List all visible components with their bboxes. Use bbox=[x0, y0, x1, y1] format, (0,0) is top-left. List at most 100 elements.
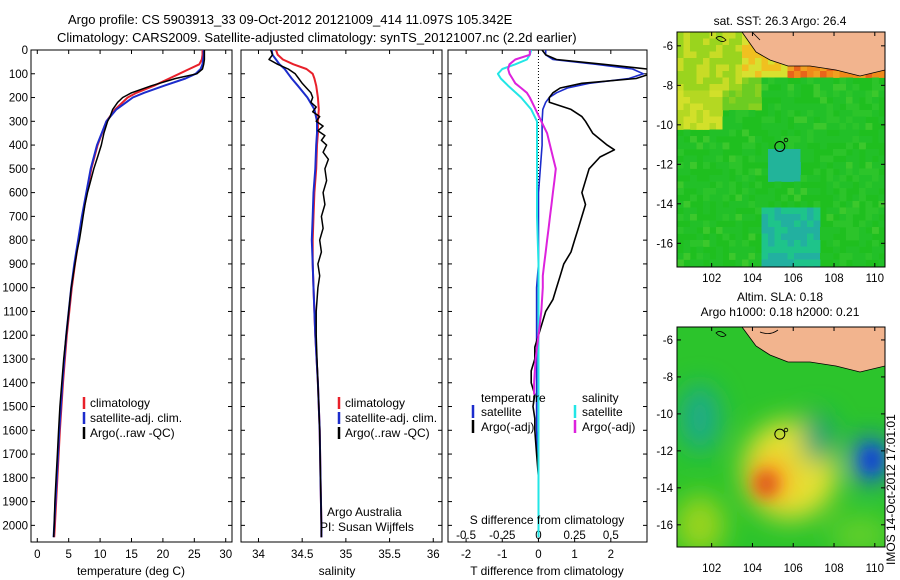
sst-cell bbox=[833, 175, 840, 182]
sst-cell bbox=[774, 168, 782, 176]
sst-cell bbox=[800, 201, 808, 208]
y-tick-label: 1300 bbox=[2, 354, 28, 366]
sst-cell bbox=[709, 194, 717, 202]
sst-cell bbox=[690, 227, 697, 234]
coastline-sumatra bbox=[751, 32, 761, 41]
y-tick-label: 1400 bbox=[2, 378, 28, 390]
sst-cell bbox=[768, 246, 775, 254]
sst-cell bbox=[696, 51, 704, 59]
sst-cell bbox=[677, 116, 684, 124]
sst-cell bbox=[735, 240, 743, 247]
sst-cell bbox=[690, 240, 697, 247]
sst-cell bbox=[761, 71, 769, 78]
sst-cell bbox=[820, 123, 827, 130]
sst-cell bbox=[807, 136, 814, 143]
sst-cell bbox=[794, 142, 801, 150]
sst-cell bbox=[716, 181, 723, 189]
sst-cell bbox=[768, 253, 775, 260]
x-tick-label: 34.5 bbox=[291, 549, 313, 561]
sst-cell bbox=[813, 90, 821, 98]
sst-cell bbox=[794, 227, 801, 234]
sst-cell bbox=[787, 259, 795, 267]
sst-cell bbox=[800, 207, 808, 215]
sst-cell bbox=[755, 194, 762, 202]
sst-cell bbox=[729, 246, 736, 254]
sst-cell bbox=[735, 227, 743, 234]
sst-cell bbox=[709, 259, 717, 267]
s-tick-label: -0.25 bbox=[489, 530, 515, 542]
sst-cell bbox=[742, 38, 749, 46]
sst-cell bbox=[703, 51, 710, 59]
sst-cell bbox=[794, 253, 801, 260]
sst-cell bbox=[846, 142, 853, 150]
sst-cell bbox=[820, 103, 827, 111]
sst-cell bbox=[690, 116, 697, 124]
sst-map-field bbox=[677, 32, 885, 267]
sst-cell bbox=[683, 240, 691, 247]
sst-cell bbox=[755, 103, 762, 111]
sla-west-low bbox=[680, 384, 720, 452]
sst-cell bbox=[846, 103, 853, 111]
sst-cell bbox=[865, 155, 873, 163]
sst-cell bbox=[683, 38, 691, 46]
sst-cell bbox=[794, 149, 801, 156]
sst-cell bbox=[878, 181, 885, 189]
sst-cell bbox=[774, 129, 782, 137]
sst-cell bbox=[787, 240, 795, 247]
sla-core bbox=[754, 448, 880, 497]
sst-cell bbox=[807, 259, 814, 267]
sst-cell bbox=[813, 136, 821, 143]
sst-cell bbox=[774, 90, 782, 98]
sst-cell bbox=[781, 233, 788, 241]
sst-cell bbox=[787, 214, 795, 221]
sst-cell bbox=[768, 123, 775, 130]
sst-cell bbox=[742, 103, 749, 111]
sla-east-low bbox=[802, 412, 834, 464]
sst-cell bbox=[839, 194, 847, 202]
sst-cell bbox=[761, 77, 769, 85]
x-tick-label: 20 bbox=[157, 549, 170, 561]
sst-cell bbox=[820, 155, 827, 163]
sst-cell bbox=[703, 142, 710, 150]
legend-label-climatology: climatology bbox=[90, 396, 150, 410]
sst-cell bbox=[735, 233, 743, 241]
sst-cell bbox=[696, 116, 704, 124]
y-tick-label: 1800 bbox=[2, 473, 28, 485]
sst-cell bbox=[774, 220, 782, 228]
sst-cell bbox=[833, 149, 840, 156]
sst-cell bbox=[696, 84, 704, 91]
sst-cell bbox=[865, 71, 873, 78]
map-x-tick-label: 108 bbox=[824, 563, 843, 575]
sst-cell bbox=[696, 123, 704, 130]
sst-cell bbox=[690, 64, 697, 72]
sst-cell bbox=[755, 58, 762, 65]
salinity-axis: 34 34.5 35 35.5 36 bbox=[252, 50, 440, 561]
sst-cell bbox=[703, 64, 710, 72]
sst-cell bbox=[820, 84, 827, 91]
sst-cell bbox=[703, 207, 710, 215]
sst-cell bbox=[690, 97, 697, 104]
sst-cell bbox=[833, 201, 840, 208]
sst-cell bbox=[820, 129, 827, 137]
map-y-tick-label: -14 bbox=[656, 483, 673, 495]
sst-cell bbox=[813, 77, 821, 85]
sst-cell bbox=[677, 84, 684, 91]
sst-cell bbox=[696, 103, 704, 111]
sst-cell bbox=[742, 142, 749, 150]
sst-cell bbox=[872, 181, 879, 189]
sst-cell bbox=[703, 123, 710, 130]
salinity-panel: 34 34.5 35 35.5 36 climatology satellite-adj… bbox=[240, 49, 443, 578]
series-line-argo-adj-s bbox=[507, 50, 557, 395]
sst-cell bbox=[774, 103, 782, 111]
sst-cell bbox=[865, 149, 873, 156]
sst-cell bbox=[709, 220, 717, 228]
sst-cell bbox=[748, 45, 756, 52]
sst-cell bbox=[794, 168, 801, 176]
sst-cell bbox=[820, 253, 827, 260]
difference-profiles bbox=[496, 50, 647, 538]
sst-cell bbox=[813, 240, 821, 247]
sst-cell bbox=[709, 97, 717, 104]
sst-cell bbox=[716, 129, 723, 137]
sst-cell bbox=[865, 136, 873, 143]
